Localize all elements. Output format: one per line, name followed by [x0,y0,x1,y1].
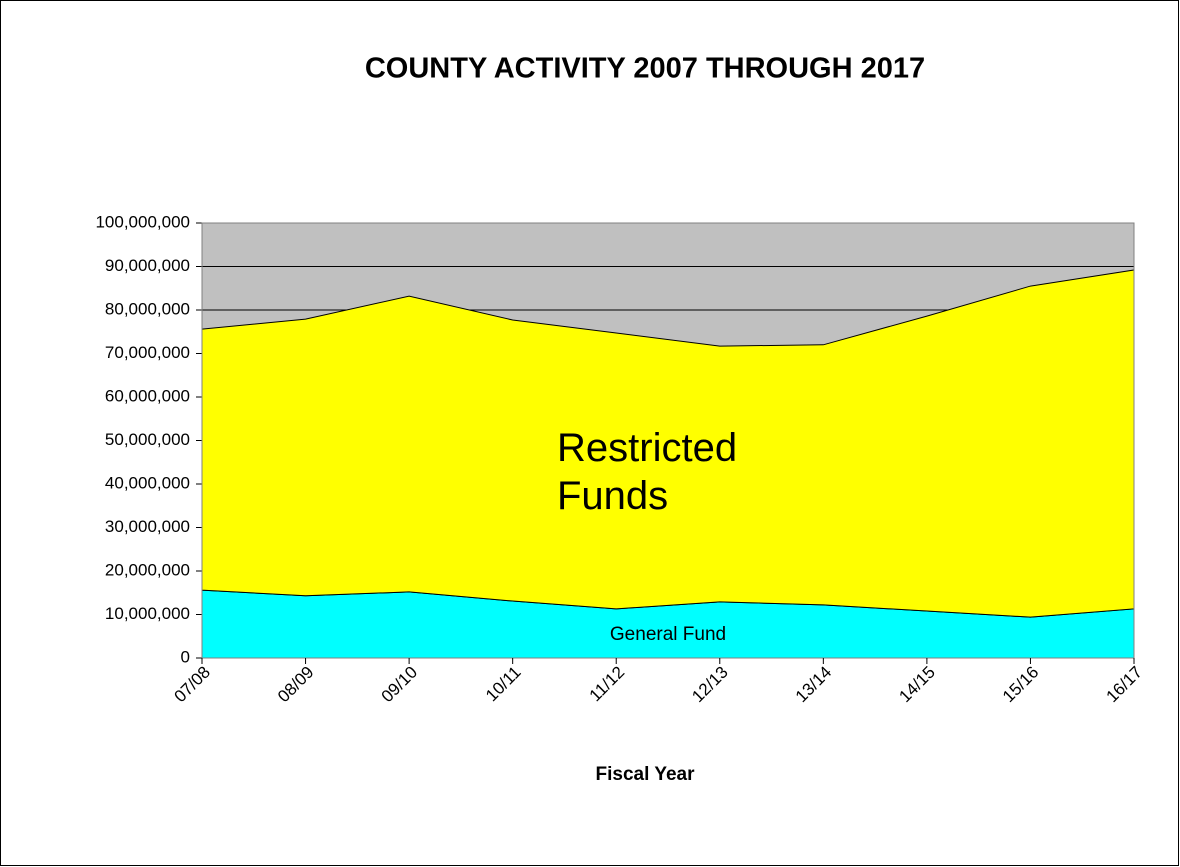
y-tick-label: 20,000,000 [105,560,190,579]
y-tick-label: 0 [181,647,190,666]
x-axis-title: Fiscal Year [596,764,696,785]
y-tick-label: 90,000,000 [105,256,190,275]
y-tick-label: 100,000,000 [95,212,190,231]
chart-title: COUNTY ACTIVITY 2007 THROUGH 2017 [365,53,925,85]
y-tick-label: 10,000,000 [105,604,190,623]
series-label: Restricted Funds [557,426,738,518]
y-tick-label: 40,000,000 [105,473,190,492]
plot-border [201,222,1135,659]
y-tick-label: 50,000,000 [105,430,190,449]
y-tick-label: 70,000,000 [105,343,190,362]
y-tick-label: 30,000,000 [105,517,190,536]
y-tick-label: 60,000,000 [105,386,190,405]
series-label: General Fund [610,624,726,645]
y-tick-label: 80,000,000 [105,299,190,318]
